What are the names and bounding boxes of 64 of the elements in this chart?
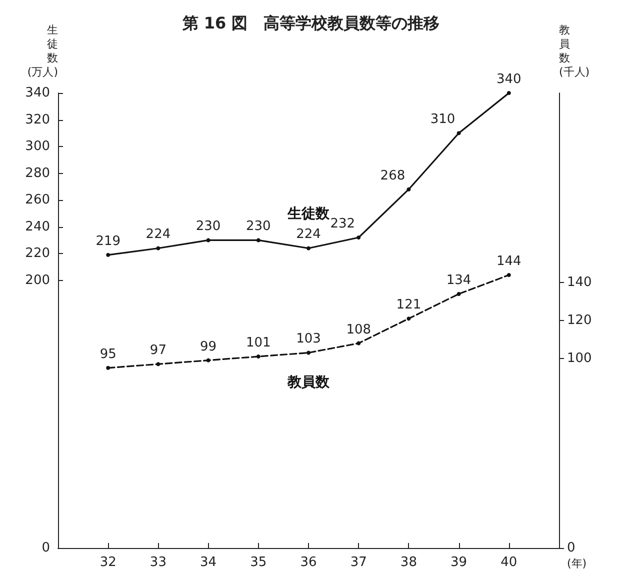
data-label: 224 — [146, 227, 171, 242]
data-label: 101 — [246, 336, 271, 351]
data-label: 97 — [150, 343, 166, 358]
point — [106, 252, 110, 257]
point — [456, 292, 461, 296]
point — [306, 246, 310, 250]
point — [506, 273, 511, 277]
x-tick-label: 38 — [400, 555, 417, 570]
x-tick-label: 37 — [350, 555, 367, 570]
x-tick-label: 39 — [450, 555, 468, 570]
point — [206, 358, 210, 362]
data-label: 219 — [96, 234, 121, 249]
y-tick-label: 320 — [25, 112, 50, 128]
data-label: 232 — [330, 216, 356, 232]
point — [156, 362, 160, 366]
data-label: 268 — [380, 168, 406, 184]
y2-tick-label: 140 — [567, 275, 592, 290]
data-label: 134 — [446, 272, 472, 288]
data-label: 230 — [246, 219, 271, 234]
point — [256, 238, 260, 242]
x-tick-label: 36 — [300, 555, 317, 570]
y-tick-label: 280 — [25, 166, 50, 181]
x-tick-label: 40 — [500, 555, 518, 570]
y2-tick-label: 0 — [567, 540, 576, 556]
point — [356, 341, 361, 346]
point — [256, 354, 260, 359]
point — [406, 187, 411, 192]
data-label: 230 — [196, 219, 221, 234]
y-tick-label: 260 — [25, 192, 50, 208]
y-axis-title: 生徒数 (万人) — [27, 24, 58, 78]
y-tick-label: 340 — [25, 86, 50, 100]
data-label: 340 — [496, 72, 522, 87]
data-label: 144 — [496, 254, 522, 269]
data-label: 99 — [200, 339, 217, 354]
point — [506, 91, 511, 95]
data-label: 95 — [100, 346, 116, 362]
data-label: 121 — [396, 298, 422, 313]
x-tick-label: 32 — [100, 555, 116, 570]
data-label: 108 — [346, 322, 372, 338]
point — [356, 236, 361, 240]
y-tick-label: 240 — [25, 219, 50, 234]
x-axis-title: (年) — [567, 557, 587, 570]
y-tick-label: 220 — [25, 246, 50, 262]
y2-tick-label: 120 — [567, 313, 592, 328]
y2-tick-label: 100 — [567, 350, 592, 366]
y2-axis-title: 教員数 (千人) — [559, 24, 590, 78]
x-tick-label: 35 — [250, 555, 267, 570]
point — [156, 246, 160, 250]
data-label: 310 — [430, 112, 456, 128]
y-tick-label: 0 — [42, 540, 50, 556]
series-label: 生徒数 — [286, 206, 330, 222]
chart-title: 第 16 図 高等学校教員数等の推移 — [181, 14, 440, 32]
y-tick-label: 200 — [25, 272, 50, 288]
data-label: 103 — [296, 332, 321, 347]
point — [406, 316, 411, 321]
point — [106, 366, 110, 370]
point — [456, 131, 461, 136]
x-tick-label: 33 — [150, 555, 166, 570]
data-label: 224 — [296, 227, 321, 242]
series-label: 教員数 — [286, 374, 330, 391]
x-tick-label: 34 — [200, 555, 217, 570]
point — [306, 350, 310, 355]
point — [206, 238, 210, 242]
y-tick-label: 300 — [25, 139, 50, 154]
